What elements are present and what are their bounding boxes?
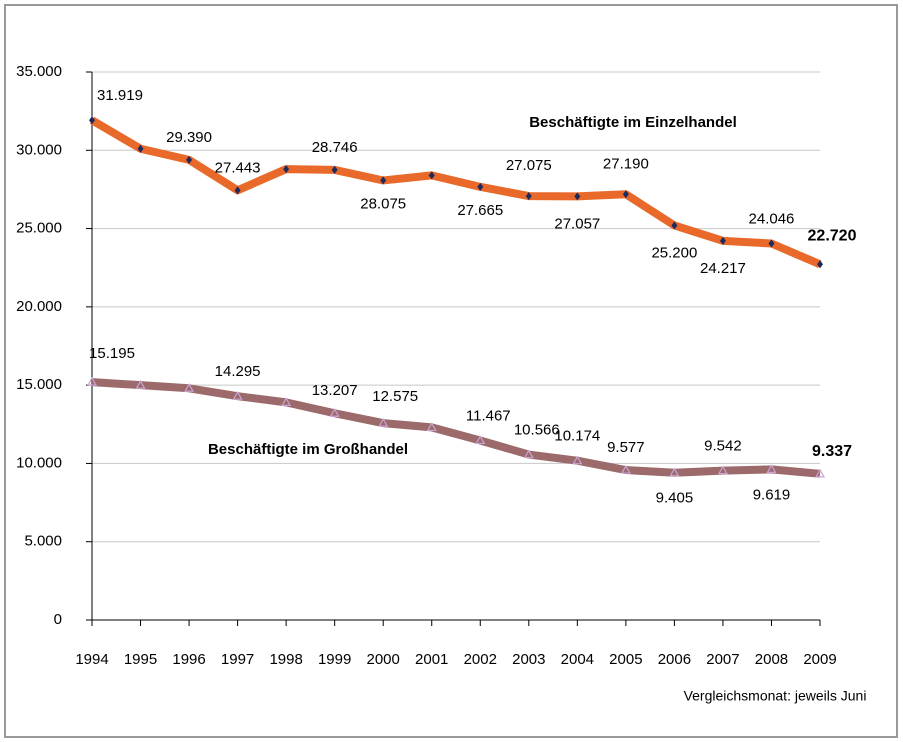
data-label: 13.207 (312, 382, 358, 399)
data-label: 9.405 (656, 490, 694, 507)
data-label: 24.217 (700, 260, 746, 277)
marker (184, 383, 195, 392)
y-tick-label: 5.000 (24, 533, 62, 550)
marker (378, 417, 389, 427)
data-label: 25.200 (651, 244, 697, 261)
marker (717, 465, 728, 475)
x-tick-label: 2006 (658, 651, 691, 668)
marker (719, 236, 726, 245)
marker (428, 171, 435, 180)
marker (232, 390, 243, 400)
data-label: 27.443 (215, 159, 261, 176)
data-label: 9.542 (704, 438, 742, 455)
data-label: 24.046 (749, 210, 795, 227)
data-label: 15.195 (89, 345, 135, 362)
marker (766, 464, 777, 473)
marker (186, 155, 193, 164)
marker (525, 192, 532, 201)
data-label: 9.337 (812, 443, 852, 460)
data-label: 28.075 (360, 195, 406, 212)
x-tick-label: 1996 (172, 651, 205, 668)
y-tick-label: 20.000 (16, 298, 62, 315)
x-tick-label: 2000 (367, 651, 400, 668)
x-tick-label: 1999 (318, 651, 351, 668)
marker (669, 467, 680, 477)
data-label: 10.174 (554, 428, 600, 445)
data-label: 27.075 (506, 157, 552, 174)
y-tick-label: 35.000 (16, 63, 62, 80)
data-label: 10.566 (514, 422, 560, 439)
marker (234, 186, 241, 195)
marker (572, 455, 583, 465)
marker (89, 116, 95, 125)
marker (281, 397, 292, 406)
line (89, 116, 822, 268)
marker (814, 468, 826, 478)
x-tick-label: 2001 (415, 651, 448, 668)
marker (622, 190, 629, 199)
y-tick-label: 0 (54, 611, 62, 628)
marker (137, 144, 144, 153)
series-label: Beschäftigte im Einzelhandel (529, 114, 737, 131)
x-tick-label: 1998 (269, 651, 302, 668)
x-tick-label: 2007 (706, 651, 739, 668)
data-label: 27.057 (554, 215, 600, 232)
marker (523, 449, 534, 459)
data-label: 31.919 (97, 87, 143, 104)
marker (329, 408, 340, 417)
note: Vergleichsmonat: jeweils Juni (684, 688, 867, 704)
data-label: 14.295 (215, 363, 261, 380)
marker (426, 422, 437, 432)
marker (477, 182, 484, 191)
x-tick-label: 2002 (464, 651, 497, 668)
frame (4, 4, 898, 738)
data-label: 28.746 (312, 139, 358, 156)
marker (817, 260, 823, 269)
data-label: 27.665 (457, 202, 503, 219)
x-tick-label: 2003 (512, 651, 545, 668)
y-tick-label: 30.000 (16, 141, 62, 158)
marker (135, 379, 146, 389)
y-tick-label: 10.000 (16, 454, 62, 471)
marker (671, 221, 678, 230)
marker (331, 165, 338, 174)
x-tick-label: 2005 (609, 651, 642, 668)
data-label: 27.190 (603, 155, 649, 172)
marker (86, 376, 98, 386)
x-tick-label: 2009 (803, 651, 836, 668)
data-label: 11.467 (466, 407, 511, 424)
data-label: 12.575 (372, 388, 418, 405)
data-label: 9.577 (607, 439, 645, 456)
data-label: 9.619 (753, 486, 791, 503)
marker (283, 165, 290, 174)
marker (475, 435, 486, 445)
y-tick-label: 15.000 (16, 376, 62, 393)
data-label: 29.390 (166, 129, 212, 146)
x-tick-label: 2008 (755, 651, 788, 668)
marker (380, 176, 387, 185)
line (91, 378, 821, 478)
data-label: 22.720 (808, 227, 857, 244)
x-tick-label: 1995 (124, 651, 157, 668)
x-tick-label: 1997 (221, 651, 254, 668)
marker (768, 239, 775, 248)
series-label: Beschäftigte im Großhandel (208, 441, 408, 458)
y-tick-label: 25.000 (16, 220, 62, 237)
x-tick-label: 1994 (75, 651, 108, 668)
x-tick-label: 2004 (561, 651, 594, 668)
marker (574, 192, 581, 201)
marker (620, 464, 631, 474)
